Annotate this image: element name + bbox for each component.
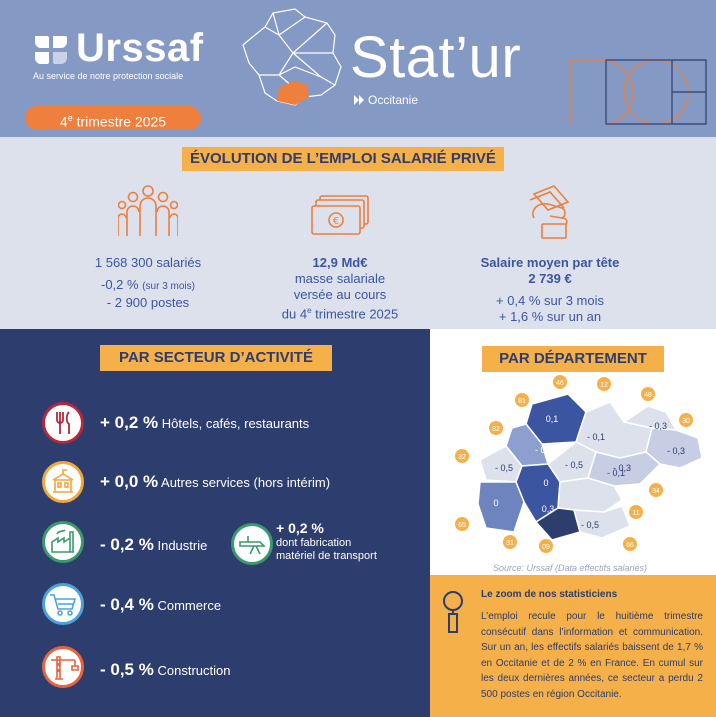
- dept-code-46: 46: [556, 380, 564, 387]
- map-source-note: Source: Urssaf (Data effectifs salariés): [493, 563, 648, 573]
- publication-title: Stat’ur: [350, 25, 522, 90]
- section-title-evolution: ÉVOLUTION DE L’EMPLOI SALARIÉ PRIVÉ: [182, 147, 504, 171]
- dept-code-09: 09: [542, 544, 550, 551]
- jobs-change: - 2 900 postes: [106, 295, 190, 310]
- dept-badge: [553, 375, 567, 389]
- occitanie-department-map: 0,1 - 0,1 - 0,3 - 0,2 - 0,5 - 0,5 - 0,3 …: [455, 375, 703, 553]
- sector-row-transport: + 0,2 % dont fabrication matériel de tra…: [276, 520, 377, 562]
- dept-badge: [489, 421, 503, 435]
- employees-stat: 1 568 300 salariés -0,2 % (sur 3 mois) -…: [60, 255, 236, 311]
- map-dept-65: [477, 481, 525, 533]
- dept-badge: [679, 413, 693, 427]
- map-value-32: - 0,5: [495, 463, 513, 473]
- salary-year-change: + 1,6 % sur un an: [498, 309, 602, 324]
- salary-value: 2 739 €: [528, 271, 572, 286]
- dept-badge: [641, 387, 655, 401]
- dept-badge: [649, 483, 663, 497]
- dept-badge: [515, 393, 529, 407]
- map-value-12: - 0,1: [587, 432, 605, 442]
- urssaf-logo-icon: [35, 36, 67, 64]
- sector-row-services: + 0,0 % Autres services (hors intérim): [100, 472, 331, 491]
- quarter-badge: 4e trimestre 2025: [25, 106, 201, 130]
- map-value-30: - 0,3: [667, 446, 685, 456]
- dept-code-34: 34: [652, 488, 660, 495]
- dept-code-82: 82: [492, 426, 500, 433]
- dept-badge: [455, 449, 469, 463]
- sector-icon-circle: [42, 402, 84, 444]
- sector-icon-circle: [42, 521, 84, 563]
- map-value-09: 0,3: [542, 504, 555, 514]
- dept-badge: [597, 377, 611, 391]
- employees-count: 1 568 300 salariés: [94, 255, 202, 270]
- dept-code-81: 81: [518, 398, 526, 405]
- sector-row-hotels: + 0,2 % Hôtels, cafés, restaurants: [100, 413, 310, 432]
- hand-money-icon: [529, 185, 570, 239]
- payroll-stat: 12,9 Md€ masse salariale versée au cours…: [262, 255, 418, 322]
- map-dept-66: [572, 505, 631, 539]
- map-value-46: 0,1: [546, 414, 559, 424]
- map-dept-48: [622, 405, 678, 431]
- sector-icon-circle: [42, 583, 84, 625]
- sector-icon-circle: [42, 461, 84, 503]
- dept-code-12: 12: [600, 382, 608, 389]
- magnifier-icon: [443, 591, 463, 633]
- dept-badge: [623, 537, 637, 551]
- dept-code-11: 11: [632, 510, 639, 517]
- section-title-department: PAR DÉPARTEMENT: [482, 346, 664, 372]
- salary-stat: Salaire moyen par tête 2 739 € + 0,4 % s…: [458, 255, 642, 325]
- sector-row-commerce: - 0,4 % Commerce: [100, 595, 222, 614]
- sector-row-construction: - 0,5 % Construction: [100, 660, 231, 679]
- cutlery-icon: [56, 411, 70, 434]
- people-icon: [118, 185, 178, 236]
- sector-icon-circle: [231, 523, 273, 565]
- payroll-line3: du 4e trimestre 2025: [281, 306, 399, 322]
- brand-name: Urssaf: [76, 26, 204, 70]
- dept-badge: [539, 539, 553, 553]
- brand-tagline: Au service de notre protection sociale: [33, 71, 184, 81]
- map-dept-32: [479, 445, 523, 483]
- map-value-82: - 0,2: [535, 445, 553, 455]
- france-map-outline-icon: [242, 8, 342, 106]
- employees-change: -0,2 % (sur 3 mois): [101, 277, 195, 292]
- dept-code-31: 31: [506, 540, 514, 547]
- sector-icon-circle: [42, 646, 84, 688]
- dept-code-65: 65: [458, 522, 466, 529]
- salary-quarter-change: + 0,4 % sur 3 mois: [495, 293, 605, 308]
- map-value-66: - 0,5: [581, 520, 599, 530]
- map-value-65: 0: [493, 498, 498, 508]
- salary-label: Salaire moyen par tête: [480, 255, 620, 270]
- map-value-31: 0: [543, 478, 548, 488]
- payroll-value: 12,9 Md€: [312, 255, 368, 270]
- crane-icon: [51, 656, 79, 680]
- svg-text:€: €: [333, 216, 339, 227]
- factory-icon: [51, 529, 74, 553]
- map-value-48: - 0,3: [649, 421, 667, 431]
- payroll-line2: versée au cours: [293, 287, 387, 302]
- dept-badge: [455, 517, 469, 531]
- dept-code-30: 30: [682, 418, 690, 425]
- dept-code-32: 32: [458, 454, 466, 461]
- map-value-34b: - 0,3: [613, 463, 631, 473]
- dept-code-48: 48: [644, 392, 652, 399]
- zoom-title: Le zoom de nos statisticiens: [481, 589, 618, 600]
- banknotes-icon: €: [311, 195, 369, 235]
- dept-badge: [629, 505, 643, 519]
- dept-code-66: 66: [626, 542, 634, 549]
- decorative-shapes-icon: [569, 59, 707, 126]
- cart-icon: [50, 594, 77, 616]
- building-icon: [52, 469, 74, 493]
- map-value-81: - 0,5: [565, 460, 583, 470]
- dept-badge: [503, 535, 517, 549]
- region-label: Occitanie: [354, 93, 418, 107]
- sector-row-industry: - 0,2 % Industrie: [100, 535, 208, 554]
- statisticians-zoom-box: [430, 575, 716, 717]
- zoom-text: L’emploi recule pour le huitième trimest…: [481, 611, 703, 700]
- payroll-line1: masse salariale: [294, 271, 386, 286]
- map-value-34: - 0,1: [607, 468, 625, 478]
- section-title-sector: PAR SECTEUR D’ACTIVITÉ: [100, 345, 332, 371]
- region-marker-icon: [354, 94, 364, 105]
- plane-icon: [239, 536, 266, 555]
